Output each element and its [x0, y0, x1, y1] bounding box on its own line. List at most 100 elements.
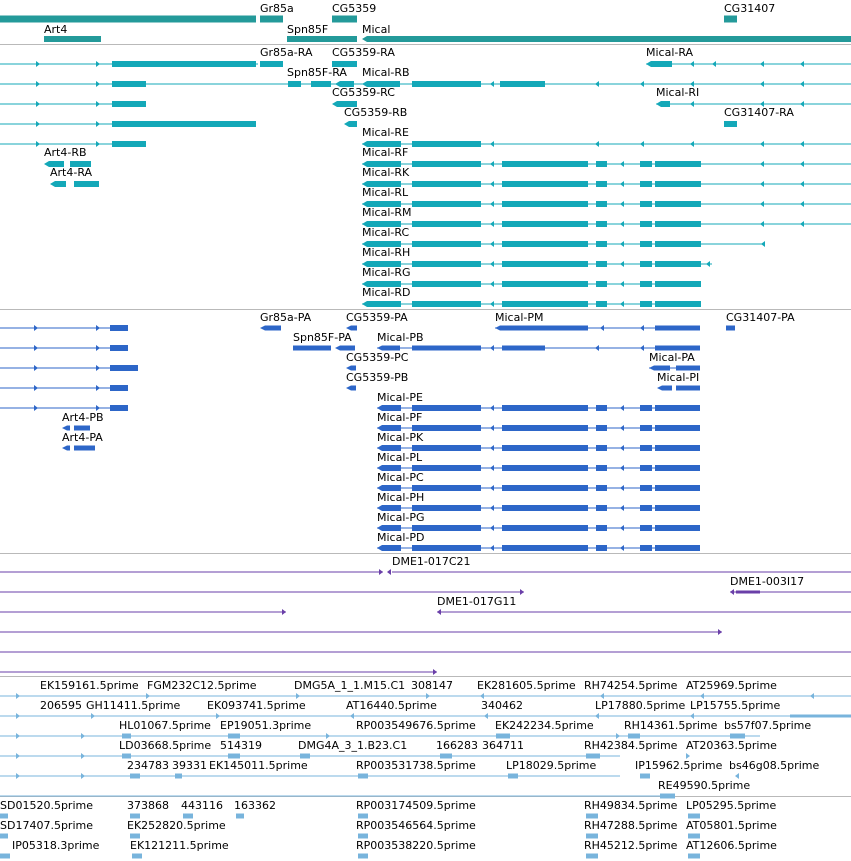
protein-label[interactable]: Gr85a-PA [260, 311, 312, 324]
est-label[interactable]: EK145011.5prime [209, 759, 308, 772]
protein-label[interactable]: Mical-PA [649, 351, 695, 364]
est-label[interactable]: EK121211.5prime [130, 839, 229, 852]
protein-label[interactable]: Mical-PM [495, 311, 544, 324]
gene-label[interactable]: Gr85a [260, 2, 294, 15]
transcript-label[interactable]: Mical-RF [362, 146, 409, 159]
transcript-label[interactable]: Gr85a-RA [260, 46, 313, 59]
est-label[interactable]: 364711 [482, 739, 524, 752]
transcript-label[interactable]: Mical-RE [362, 126, 409, 139]
est-label[interactable]: RH14361.5prime [624, 719, 718, 732]
est-label[interactable]: EK252820.5prime [127, 819, 226, 832]
est-label[interactable]: 308147 [411, 679, 453, 692]
protein-label[interactable]: Mical-PI [657, 371, 700, 384]
est-label[interactable]: bs46g08.5prime [729, 759, 820, 772]
est-label[interactable]: LP17880.5prime [595, 699, 686, 712]
clone-label[interactable]: DME1-003I17 [730, 575, 805, 588]
est-label[interactable]: RH45212.5prime [584, 839, 678, 852]
est-label[interactable]: RP003538220.5prime [356, 839, 476, 852]
est-label[interactable]: GH11411.5prime [86, 699, 181, 712]
est-label[interactable]: LP05295.5prime [686, 799, 777, 812]
est-label[interactable]: RH49834.5prime [584, 799, 678, 812]
est-label[interactable]: 206595 [40, 699, 82, 712]
clone-label[interactable]: DME1-017C21 [392, 555, 471, 568]
protein-label[interactable]: Mical-PG [377, 511, 425, 524]
gene-label[interactable]: CG31407 [724, 2, 776, 15]
protein-label[interactable]: Mical-PD [377, 531, 425, 544]
est-label[interactable]: RP003531738.5prime [356, 759, 476, 772]
gene-label[interactable]: Mical [362, 23, 391, 36]
protein-label[interactable]: CG31407-PA [726, 311, 795, 324]
est-label[interactable]: RP003546564.5prime [356, 819, 476, 832]
transcript-label[interactable]: Art4-RB [44, 146, 87, 159]
protein-label[interactable]: CG5359-PC [346, 351, 409, 364]
transcript-label[interactable]: Mical-RH [362, 246, 411, 259]
est-label[interactable]: AT12606.5prime [686, 839, 777, 852]
protein-label[interactable]: Mical-PE [377, 391, 423, 404]
est-label[interactable]: 166283 [436, 739, 478, 752]
est-label[interactable]: 443116 [181, 799, 223, 812]
protein-label[interactable]: Art4-PB [62, 411, 104, 424]
transcript-label[interactable]: CG5359-RB [344, 106, 408, 119]
est-label[interactable]: RP003174509.5prime [356, 799, 476, 812]
protein-label[interactable]: Mical-PK [377, 431, 424, 444]
transcript-label[interactable]: Mical-RK [362, 166, 410, 179]
transcript-label[interactable]: Mical-RL [362, 186, 409, 199]
transcript-label[interactable]: Art4-RA [50, 166, 93, 179]
est-label[interactable]: AT25969.5prime [686, 679, 777, 692]
protein-label[interactable]: Mical-PB [377, 331, 424, 344]
est-label[interactable]: EK159161.5prime [40, 679, 139, 692]
transcript-label[interactable]: Mical-RM [362, 206, 412, 219]
protein-label[interactable]: Spn85F-PA [293, 331, 352, 344]
est-label[interactable]: HL01067.5prime [119, 719, 211, 732]
est-label[interactable]: 373868 [127, 799, 169, 812]
transcript-label[interactable]: CG5359-RA [332, 46, 395, 59]
gene-label[interactable]: Art4 [44, 23, 68, 36]
est-label[interactable]: LP15755.5prime [690, 699, 781, 712]
gene-label[interactable]: CG5359 [332, 2, 377, 15]
protein-label[interactable]: CG5359-PB [346, 371, 409, 384]
est-label[interactable]: EK242234.5prime [495, 719, 594, 732]
protein-label[interactable]: Mical-PL [377, 451, 423, 464]
protein-label[interactable]: Mical-PC [377, 471, 424, 484]
est-label[interactable]: RP003549676.5prime [356, 719, 476, 732]
est-label[interactable]: 163362 [234, 799, 276, 812]
clone-label[interactable]: DME1-017G11 [437, 595, 517, 608]
est-label[interactable]: 39331 [172, 759, 207, 772]
protein-label[interactable]: Mical-PF [377, 411, 423, 424]
est-label[interactable]: AT20363.5prime [686, 739, 777, 752]
transcript-label[interactable]: Mical-RC [362, 226, 410, 239]
est-label[interactable]: 340462 [481, 699, 523, 712]
transcript-label[interactable]: CG31407-RA [724, 106, 794, 119]
est-label[interactable]: DMG4A_3_1.B23.C1 [298, 739, 408, 752]
est-label[interactable]: bs57f07.5prime [724, 719, 812, 732]
est-label[interactable]: RH42384.5prime [584, 739, 678, 752]
est-label[interactable]: AT05801.5prime [686, 819, 777, 832]
est-label[interactable]: DMG5A_1_1.M15.C1 [294, 679, 406, 692]
est-label[interactable]: FGM232C12.5prime [147, 679, 257, 692]
transcript-label[interactable]: Mical-RB [362, 66, 410, 79]
est-label[interactable]: SD01520.5prime [0, 799, 93, 812]
est-label[interactable]: 514319 [220, 739, 262, 752]
protein-label[interactable]: Mical-PH [377, 491, 425, 504]
transcript-label[interactable]: Mical-RD [362, 286, 411, 299]
est-label[interactable]: EK281605.5prime [477, 679, 576, 692]
est-label[interactable]: LP18029.5prime [506, 759, 597, 772]
est-label[interactable]: 234783 [127, 759, 169, 772]
est-label[interactable]: EP19051.3prime [220, 719, 312, 732]
est-label[interactable]: SD17407.5prime [0, 819, 93, 832]
transcript-label[interactable]: Mical-RG [362, 266, 411, 279]
est-label[interactable]: LD03668.5prime [119, 739, 212, 752]
transcript-label[interactable]: Mical-RA [646, 46, 694, 59]
est-label[interactable]: EK093741.5prime [207, 699, 306, 712]
gene-label[interactable]: Spn85F [287, 23, 329, 36]
est-label[interactable]: RE49590.5prime [658, 779, 751, 792]
est-label[interactable]: IP15962.5prime [635, 759, 723, 772]
transcript-label[interactable]: CG5359-RC [332, 86, 395, 99]
protein-label[interactable]: Art4-PA [62, 431, 103, 444]
transcript-label[interactable]: Mical-RI [656, 86, 700, 99]
est-label[interactable]: RH74254.5prime [584, 679, 678, 692]
est-label[interactable]: AT16440.5prime [346, 699, 437, 712]
est-label[interactable]: RH47288.5prime [584, 819, 678, 832]
transcript-label[interactable]: Spn85F-RA [287, 66, 347, 79]
protein-label[interactable]: CG5359-PA [346, 311, 408, 324]
